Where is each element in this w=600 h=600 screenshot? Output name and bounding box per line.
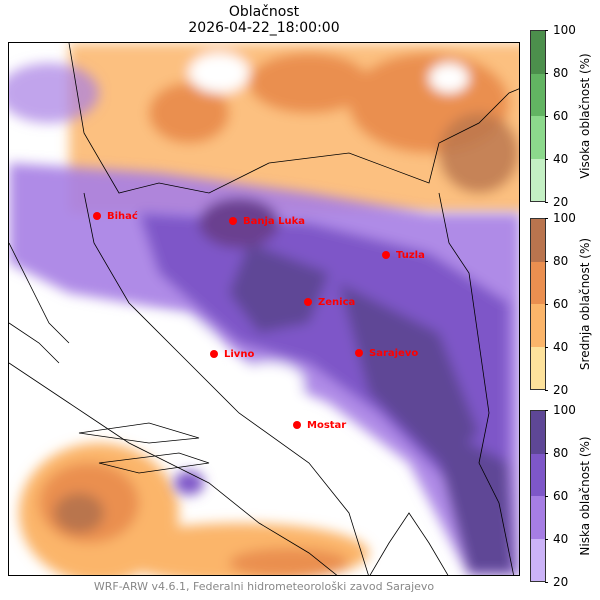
colorbar-tick: 20: [544, 195, 569, 209]
city-marker: [93, 212, 101, 220]
city-label: Mostar: [307, 420, 346, 431]
colorbar: [530, 30, 546, 202]
colorbar-tick-label: 60: [553, 109, 569, 123]
colorbar-segment: [531, 261, 545, 304]
footer-credit: WRF-ARW v4.6.1, Federalni hidrometeorolo…: [93, 580, 435, 593]
colorbar-segment: [531, 411, 545, 454]
map-datetime: 2026-04-22_18:00:00: [188, 20, 340, 36]
colorbar-label: Srednja oblačnost (%): [578, 237, 592, 371]
city-marker: [382, 251, 390, 259]
map-canvas: Bihać Banja Luka Tuzla Zenica Livno Sarajevo M…: [9, 43, 519, 575]
city-marker: [229, 217, 237, 225]
colorbar-segment: [531, 116, 545, 159]
colorbar-tick-label: 40: [553, 532, 569, 546]
city-label: Livno: [224, 349, 254, 360]
colorbar-tick: 100: [545, 403, 576, 417]
colorbar-tick: 80: [544, 254, 569, 268]
colorbar-tick: 40: [544, 152, 569, 166]
colorbar-tick: 60: [544, 489, 569, 503]
colorbar-tick: 80: [544, 66, 569, 80]
colorbar-tick-label: 20: [553, 195, 569, 209]
colorbar-tick: 60: [544, 297, 569, 311]
colorbar-tick-label: 80: [553, 66, 569, 80]
city-marker: [304, 298, 312, 306]
colorbar-tick-label: 100: [553, 23, 576, 37]
city-label: Tuzla: [396, 250, 425, 261]
borders-coastline: [9, 43, 519, 575]
city-label: Banja Luka: [243, 216, 305, 227]
colorbar-tick-label: 100: [553, 211, 576, 225]
city-label: Bihać: [107, 210, 138, 222]
colorbar-tick-label: 60: [553, 489, 569, 503]
colorbar-tick-label: 40: [553, 152, 569, 166]
colorbar-segment: [531, 219, 545, 262]
low-cloud-layer: [9, 63, 519, 575]
colorbar-segment: [531, 346, 545, 389]
city-label: Zenica: [318, 297, 355, 308]
colorbar-tick: 40: [544, 532, 569, 546]
colorbar: [530, 218, 546, 390]
colorbar-tick: 100: [545, 211, 576, 225]
colorbar-tick-label: 40: [553, 340, 569, 354]
city-markers: Bihać Banja Luka Tuzla Zenica Livno Sarajevo M…: [93, 210, 425, 431]
colorbar-tick: 100: [545, 23, 576, 37]
colorbar-tick: 20: [544, 575, 569, 589]
city-label: Sarajevo: [369, 348, 418, 359]
colorbar-tick-label: 80: [553, 254, 569, 268]
colorbar-segment: [531, 538, 545, 581]
colorbar-tick-label: 80: [553, 446, 569, 460]
colorbar-tick: 40: [544, 340, 569, 354]
colorbar: [530, 410, 546, 582]
city-marker: [293, 421, 301, 429]
city-marker: [210, 350, 218, 358]
colorbar-tick-label: 60: [553, 297, 569, 311]
colorbar-segment: [531, 496, 545, 539]
colorbar-segment: [531, 453, 545, 496]
colorbar-label: Niska oblačnost (%): [578, 436, 592, 556]
colorbar-label: Visoka oblačnost (%): [578, 53, 592, 179]
colorbar-tick-label: 100: [553, 403, 576, 417]
colorbar-tick: 20: [544, 383, 569, 397]
colorbar-tick-label: 20: [553, 383, 569, 397]
colorbar-tick-label: 20: [553, 575, 569, 589]
map-title: Oblačnost: [228, 4, 300, 20]
city-marker: [355, 349, 363, 357]
colorbar-tick: 60: [544, 109, 569, 123]
colorbar-segment: [531, 158, 545, 201]
cloud-cover-map: Bihać Banja Luka Tuzla Zenica Livno Sarajevo M…: [8, 42, 520, 576]
colorbar-tick: 80: [544, 446, 569, 460]
colorbar-segment: [531, 31, 545, 74]
colorbar-segment: [531, 304, 545, 347]
colorbar-segment: [531, 73, 545, 116]
